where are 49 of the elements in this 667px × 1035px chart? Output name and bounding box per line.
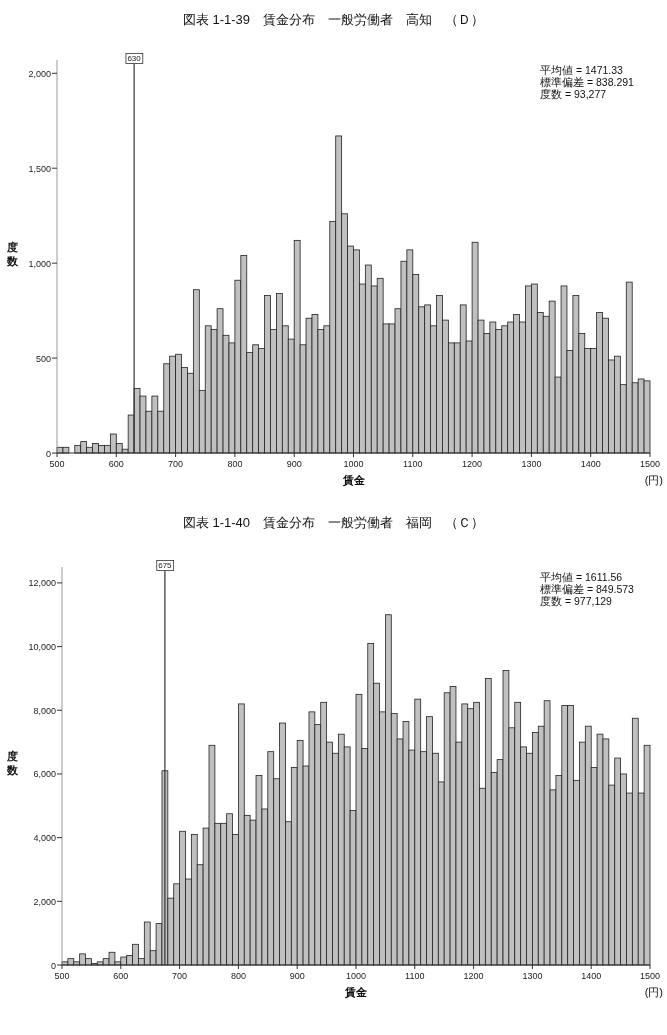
y-axis-title: 度数 [5,240,19,267]
x-tick-label: 1200 [462,459,483,469]
chart-title: 図表 1-1-39 賃金分布 一般労働者 高知 （Ｄ） [182,12,485,27]
x-tick-label: 1300 [522,971,543,981]
y-axis-title: 度数 [5,750,19,776]
annotation: 平均値 = 1471.33 [540,64,624,76]
text: (円) [644,474,663,486]
x-tick-label: 700 [172,971,188,981]
x-tick-label: 600 [113,971,129,981]
x-tick-label: 500 [54,971,70,981]
annotation: 平均値 = 1611.56 [540,571,623,583]
x-tick-label: 1200 [463,971,484,981]
x-tick-label: 700 [168,459,184,469]
ref-line-label: 675 [158,561,173,570]
chart-title: 図表 1-1-40 賃金分布 一般労働者 福岡 （Ｃ） [182,515,485,530]
y-tick-label: 500 [35,353,51,364]
x-tick-label: 800 [230,971,246,981]
x-tick-label: 1100 [403,459,423,469]
annotation: 標準偏差 = 838.291 [540,76,635,88]
y-tick-label: 0 [50,960,56,971]
x-tick-label: 1000 [343,459,364,469]
y-tick-label: 4,000 [33,833,56,844]
x-tick-label: 1500 [639,459,661,469]
x-tick-label: 900 [289,971,305,981]
x-tick-label: 800 [227,459,243,469]
y-tick-label: 0 [45,448,51,459]
x-tick-label: 1500 [639,971,661,981]
y-tick-label: 10,000 [28,642,56,653]
x-axis-title: 賃金 [341,474,366,487]
y-tick-label: 2,000 [28,68,51,79]
y-tick-label: 1,500 [28,163,51,174]
annotation: 度数 = 93,277 [540,88,607,100]
x-tick-label: 1400 [581,971,602,981]
x-tick-label: 1100 [405,971,425,981]
y-tick-label: 2,000 [33,896,56,907]
x-tick-label: 1400 [580,459,601,469]
annotation: 標準偏差 = 849.573 [540,583,635,595]
y-tick-label: 1,000 [28,258,51,269]
x-tick-label: 900 [286,459,302,469]
x-axis-title: 賃金 [344,986,368,999]
x-tick-label: 1000 [345,971,367,981]
x-tick-label: 600 [108,459,124,469]
y-tick-label: 6,000 [33,769,56,780]
y-tick-label: 8,000 [33,705,56,716]
text: (円) [644,986,663,998]
y-tick-label: 12,000 [28,578,56,589]
ref-line-label: 630 [127,54,142,63]
x-tick-label: 1300 [521,459,542,469]
annotation: 度数 = 977,129 [540,595,613,607]
